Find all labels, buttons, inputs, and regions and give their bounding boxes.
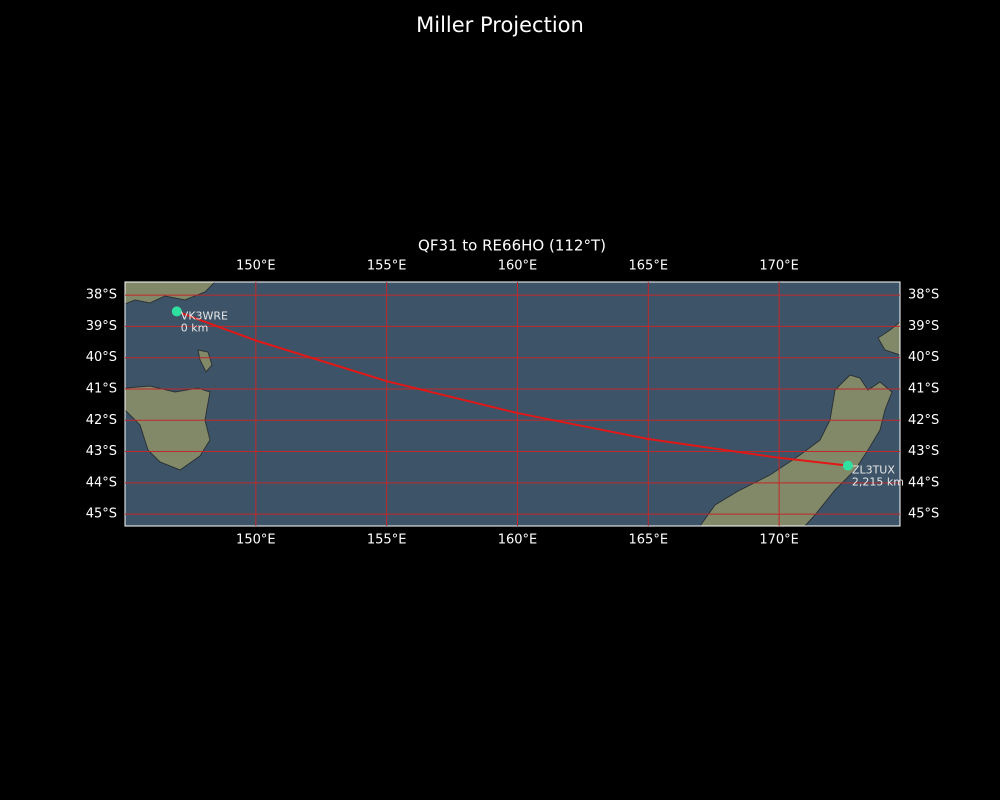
x-tick-label: 160°E <box>498 533 538 548</box>
x-tick-label: 150°E <box>236 259 276 274</box>
y-tick-label: 38°S <box>86 288 117 303</box>
great-circle-path <box>176 310 849 467</box>
y-tick-label: 41°S <box>86 381 117 396</box>
y-tick-label: 40°S <box>86 350 117 365</box>
station-marker <box>171 306 182 317</box>
x-tick-label: 165°E <box>629 533 669 548</box>
station-label: ZL3TUX <box>852 464 895 477</box>
y-tick-label: 44°S <box>908 475 939 490</box>
y-tick-label: 42°S <box>86 413 117 428</box>
station-distance: 0 km <box>181 321 209 334</box>
station-distance: 2,215 km <box>852 476 904 489</box>
y-tick-label: 39°S <box>908 319 939 334</box>
x-tick-label: 170°E <box>759 259 799 274</box>
x-tick-label: 155°E <box>367 533 407 548</box>
title: Miller Projection <box>416 13 584 37</box>
y-tick-label: 41°S <box>908 381 939 396</box>
x-tick-label: 150°E <box>236 533 276 548</box>
y-tick-label: 40°S <box>908 350 939 365</box>
y-tick-label: 45°S <box>86 507 117 522</box>
subtitle: QF31 to RE66HO (112°T) <box>418 237 606 255</box>
y-tick-label: 45°S <box>908 507 939 522</box>
y-tick-label: 43°S <box>908 444 939 459</box>
y-tick-label: 43°S <box>86 444 117 459</box>
station-label: VK3WRE <box>181 309 228 322</box>
x-tick-label: 155°E <box>367 259 407 274</box>
y-tick-label: 39°S <box>86 319 117 334</box>
map-frame <box>124 281 901 527</box>
land <box>124 281 901 527</box>
x-tick-label: 170°E <box>759 533 799 548</box>
y-tick-label: 42°S <box>908 413 939 428</box>
x-tick-label: 165°E <box>629 259 669 274</box>
y-tick-label: 38°S <box>908 288 939 303</box>
y-tick-label: 44°S <box>86 475 117 490</box>
x-tick-label: 160°E <box>498 259 538 274</box>
station-marker <box>842 460 853 471</box>
